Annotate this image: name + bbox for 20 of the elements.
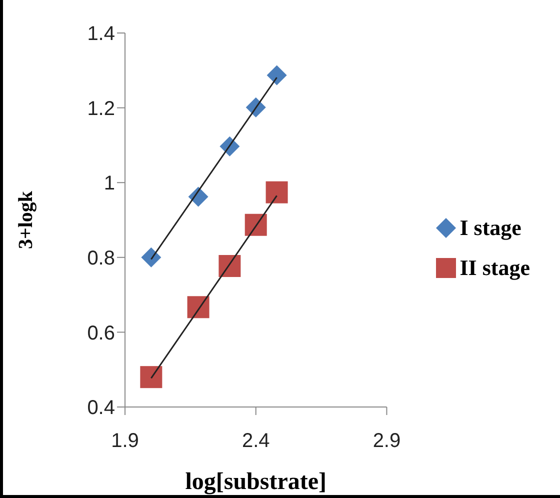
x-tick-label: 2.4: [242, 430, 270, 452]
point: [187, 296, 210, 318]
y-tick-label: 1.4: [87, 23, 115, 46]
x-tick-label: 2.9: [372, 430, 401, 452]
y-tick-label: 1: [104, 172, 115, 195]
x-axis-title: log[substrate]: [185, 469, 327, 495]
legend-label: I stage: [460, 214, 522, 240]
point: [140, 366, 162, 388]
point: [244, 214, 267, 236]
x-tick-label: 1.9: [111, 430, 139, 452]
y-tick-label: 1.2: [87, 98, 115, 120]
point: [141, 247, 162, 268]
point: [266, 65, 287, 86]
point: [266, 181, 288, 204]
point: [218, 255, 241, 277]
y-tick-label: 0.8: [87, 248, 115, 270]
y-axis-title: 3+logk: [15, 190, 38, 250]
legend-label: II stage: [460, 254, 530, 280]
y-tick-label: 0.6: [87, 322, 115, 344]
y-tick-label: 0.4: [87, 397, 115, 420]
